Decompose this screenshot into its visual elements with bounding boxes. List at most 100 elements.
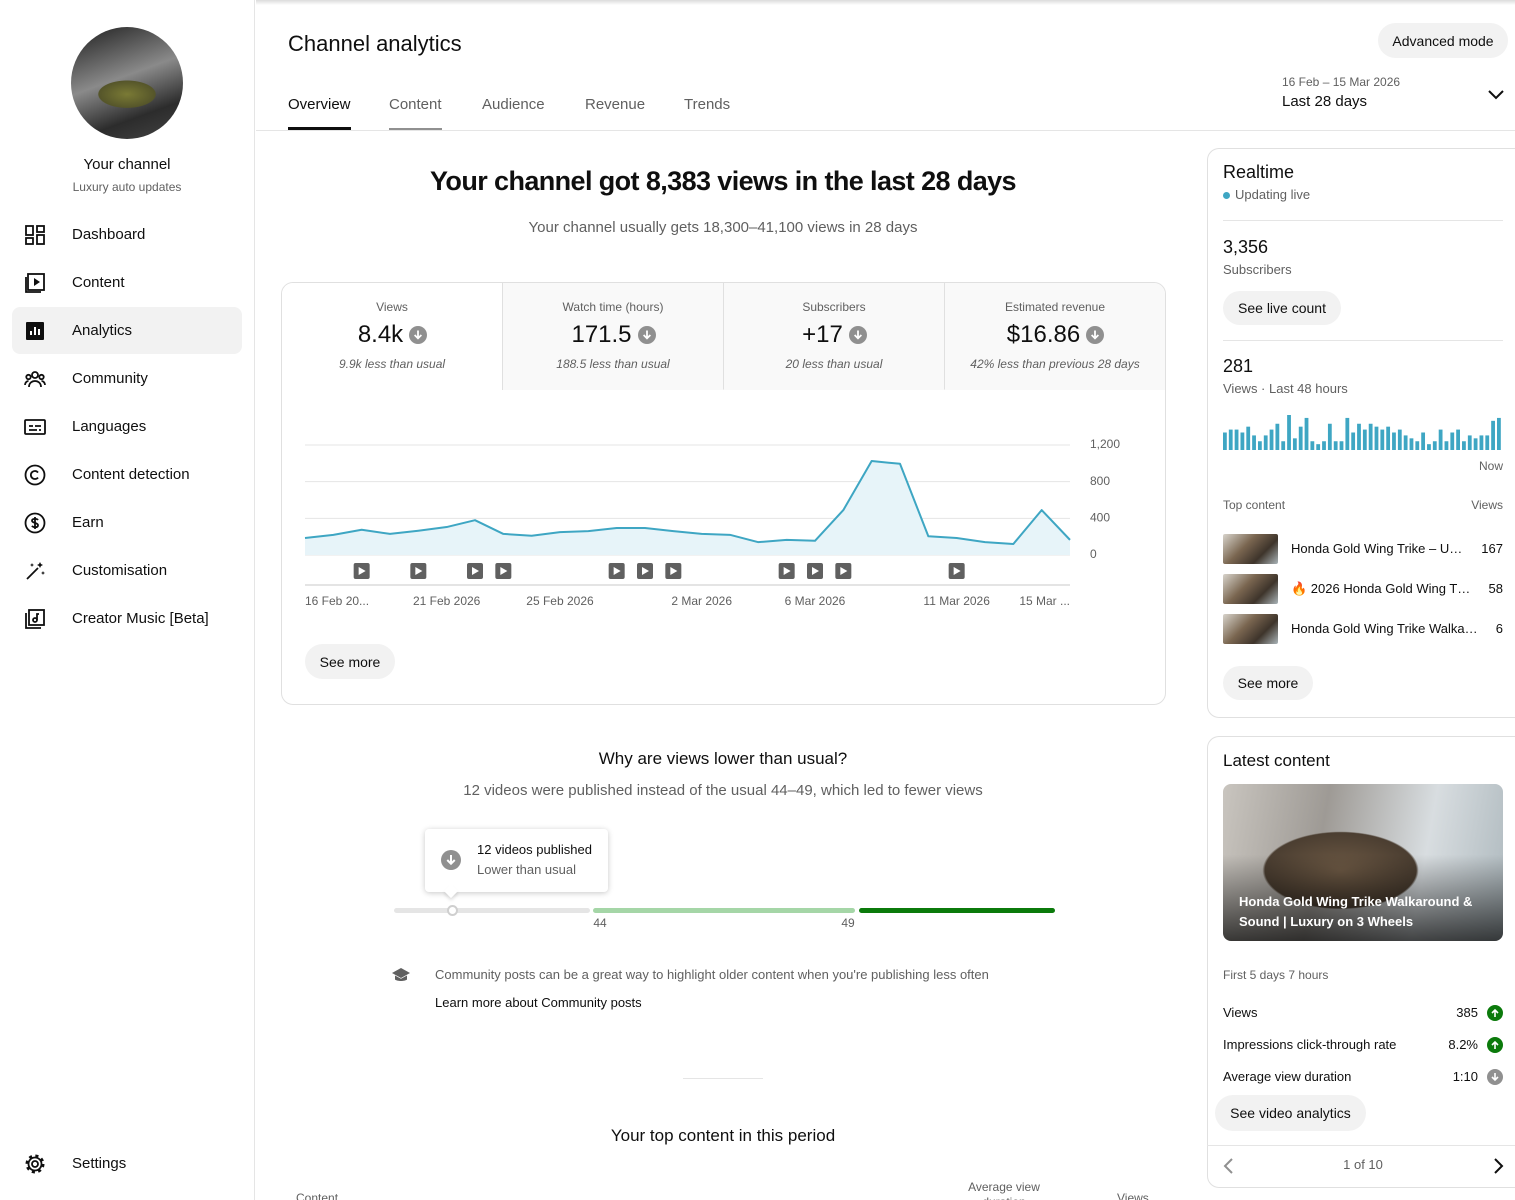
now-label: Now <box>1478 458 1503 473</box>
nav-icon[interactable] <box>24 272 46 294</box>
tip-icon <box>391 966 411 984</box>
top-content-views: 6 <box>1495 621 1503 637</box>
live-count-button[interactable]: See live count <box>1223 291 1341 325</box>
tab[interactable]: Trends <box>684 96 731 113</box>
nav-item[interactable]: Content <box>72 274 125 291</box>
typical-range: Your channel usually gets 18,300–41,100 … <box>528 219 918 236</box>
icon-part <box>27 1156 43 1172</box>
pager-prev[interactable] <box>1220 1156 1238 1176</box>
tab[interactable]: Revenue <box>585 96 646 113</box>
icon-part <box>25 1154 45 1174</box>
icon-part <box>392 968 410 981</box>
icon-part <box>24 464 46 486</box>
insight-text: 12 videos were published instead of the … <box>463 782 983 799</box>
realtime-views-label: Views · Last 48 hours <box>1223 381 1348 397</box>
channel-tagline: Luxury auto updates <box>72 179 182 194</box>
nav-icon[interactable] <box>24 512 46 534</box>
icon-part <box>1086 326 1105 344</box>
nav-icon[interactable] <box>24 368 46 390</box>
tip-link[interactable]: Learn more about Community posts <box>435 995 642 1011</box>
column-header: Average view duration <box>968 1180 1040 1200</box>
metric-trend-icon <box>637 326 656 344</box>
metric-tab[interactable] <box>945 283 1165 390</box>
tab[interactable]: Content <box>389 96 442 113</box>
range-below <box>394 908 590 913</box>
headline: Your channel got 8,383 views in the last… <box>430 165 1017 196</box>
range-low-label: 44 <box>593 915 607 930</box>
metric-tab[interactable] <box>503 283 724 390</box>
column-header: Content <box>296 1190 339 1200</box>
nav-item[interactable]: Earn <box>72 514 104 531</box>
top-content-title[interactable]: 🔥 2026 Honda Gold Wing T… <box>1291 581 1471 597</box>
nav-icon[interactable] <box>24 320 46 342</box>
metric-note: 42% less than previous 28 days <box>970 356 1140 371</box>
thumbnail[interactable] <box>1223 614 1278 644</box>
nav-item[interactable]: Community <box>72 370 148 387</box>
icon-part <box>38 373 45 381</box>
settings-icon[interactable] <box>24 1153 46 1175</box>
icon-part <box>25 373 32 381</box>
thumbnail[interactable] <box>1223 574 1278 604</box>
period[interactable]: Last 28 days <box>1282 93 1368 110</box>
settings[interactable]: Settings <box>72 1155 127 1172</box>
nav-item[interactable]: Analytics <box>72 322 133 339</box>
icon-part <box>26 322 44 340</box>
icon-part <box>1491 1040 1499 1049</box>
thumbnail[interactable] <box>1223 534 1278 564</box>
nav-item[interactable]: Dashboard <box>72 226 146 243</box>
icon-part <box>28 609 45 626</box>
icon-part <box>26 562 45 580</box>
divider <box>1223 220 1503 221</box>
nav-item[interactable]: Customisation <box>72 562 168 579</box>
insight-title: Why are views lower than usual? <box>598 748 848 768</box>
advanced-mode-button[interactable]: Advanced mode <box>1378 23 1508 58</box>
stat-trend-icon <box>1487 1069 1503 1085</box>
icon-part <box>24 380 46 388</box>
icon-part <box>31 371 39 379</box>
icon-part <box>36 613 39 620</box>
top-content-title[interactable]: Honda Gold Wing Trike – U… <box>1291 541 1463 557</box>
top-content-title: Your top content in this period <box>610 1125 836 1145</box>
latest-thumbnail[interactable]: Honda Gold Wing Trike Walkaround & Sound… <box>1223 784 1503 941</box>
nav-icon[interactable] <box>24 224 46 246</box>
metric-value: 171.5 <box>571 321 632 348</box>
metric-tab[interactable] <box>282 283 503 390</box>
icon-part <box>392 968 410 978</box>
stat-value: 385 <box>1456 1005 1478 1021</box>
tab[interactable]: Audience <box>482 96 545 113</box>
icon-part <box>29 425 41 431</box>
realtime-see-more-button[interactable]: See more <box>1223 666 1313 700</box>
pager-label: 1 of 10 <box>1343 1157 1383 1173</box>
stat-value: 8.2% <box>1448 1037 1478 1053</box>
nav-active-bg <box>12 307 242 354</box>
divider <box>1207 1145 1515 1146</box>
metric-tab[interactable] <box>724 283 945 390</box>
icon-part <box>1487 1069 1503 1085</box>
icon-part <box>24 371 46 388</box>
top-content-title[interactable]: Honda Gold Wing Trike Walka… <box>1291 621 1478 637</box>
nav-icon[interactable] <box>24 560 46 582</box>
nav-icon[interactable] <box>24 416 46 438</box>
range-marker <box>447 905 458 916</box>
stat-value: 1:10 <box>1452 1069 1478 1085</box>
nav-item[interactable]: Languages <box>72 418 147 435</box>
pager-next[interactable] <box>1489 1156 1507 1176</box>
icon-part <box>446 855 456 866</box>
icon-part <box>409 326 428 344</box>
metric-note: 9.9k less than usual <box>338 356 446 371</box>
channel-name: Your channel <box>83 156 171 173</box>
divider <box>1223 340 1503 341</box>
nav-icon[interactable] <box>24 464 46 486</box>
chart-see-more-button[interactable]: See more <box>305 644 395 679</box>
period-dropdown[interactable] <box>1486 86 1506 104</box>
tooltip-title: 12 videos published <box>477 842 592 858</box>
icon-part <box>24 512 46 534</box>
nav-item[interactable]: Content detection <box>72 466 190 483</box>
nav-item[interactable]: Creator Music [Beta] <box>72 610 209 627</box>
tab[interactable]: Overview <box>288 96 351 113</box>
latest-period: First 5 days 7 hours <box>1223 967 1329 982</box>
nav-icon[interactable] <box>24 608 46 630</box>
metric-value-row: 8.4k <box>282 319 503 351</box>
video-analytics-button[interactable]: See video analytics <box>1215 1095 1366 1131</box>
